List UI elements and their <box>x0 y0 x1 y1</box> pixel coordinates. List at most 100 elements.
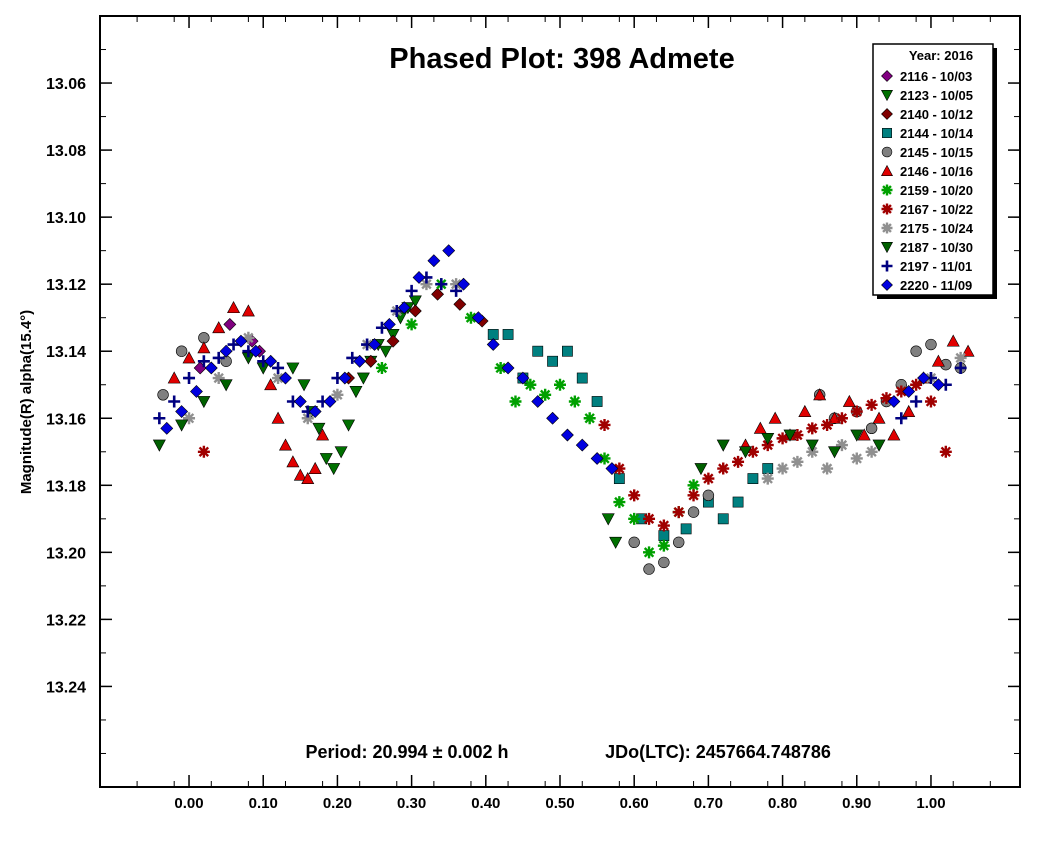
data-point <box>961 344 975 357</box>
data-point <box>509 395 522 408</box>
data-point <box>242 331 255 344</box>
data-point <box>272 372 285 385</box>
y-tick-label: 13.22 <box>46 612 86 629</box>
data-point <box>175 345 188 357</box>
legend-label: 2197 - 11/01 <box>900 259 972 274</box>
legend-marker <box>881 279 893 291</box>
data-point <box>286 455 300 468</box>
x-tick-label: 0.10 <box>249 795 278 812</box>
data-point <box>887 395 901 408</box>
data-point <box>687 506 700 518</box>
data-point <box>857 428 871 441</box>
data-point <box>501 361 515 375</box>
data-point <box>583 412 596 425</box>
data-point <box>821 418 834 431</box>
data-point <box>872 439 886 452</box>
data-point <box>850 429 864 442</box>
data-point <box>197 341 211 354</box>
data-point <box>293 395 307 408</box>
data-point <box>575 438 589 452</box>
data-point <box>390 304 403 317</box>
data-point <box>368 338 381 351</box>
data-point <box>798 404 812 417</box>
data-point <box>910 395 923 408</box>
data-point <box>842 394 856 407</box>
data-point <box>157 389 169 401</box>
data-point <box>342 419 356 432</box>
data-point <box>167 371 181 384</box>
data-point <box>272 361 285 374</box>
data-point <box>601 513 615 526</box>
data-point <box>598 418 611 431</box>
data-point <box>902 404 916 417</box>
data-point <box>821 462 834 475</box>
y-tick-label: 13.18 <box>46 478 86 495</box>
data-point <box>746 445 759 458</box>
data-point <box>591 396 603 407</box>
data-point <box>435 278 448 291</box>
data-point <box>887 428 901 441</box>
data-point <box>420 278 433 291</box>
legend-marker <box>880 90 894 102</box>
data-point <box>487 329 499 340</box>
legend-marker <box>881 184 893 196</box>
x-tick-label: 0.90 <box>842 795 871 812</box>
legend-marker <box>882 128 892 138</box>
data-point <box>471 311 485 325</box>
data-point <box>954 361 967 374</box>
legend-box <box>872 43 994 296</box>
data-point <box>338 371 352 385</box>
data-point <box>168 395 181 408</box>
data-point <box>308 405 322 418</box>
data-point <box>204 361 218 375</box>
data-point <box>271 411 285 424</box>
data-point <box>598 452 611 465</box>
legend-marker <box>881 70 893 82</box>
data-point <box>613 496 626 509</box>
data-point <box>865 445 878 458</box>
data-point <box>152 439 166 452</box>
data-point <box>673 536 685 548</box>
data-point <box>835 412 848 425</box>
data-point <box>910 378 923 391</box>
data-point <box>865 422 878 435</box>
legend-label: 2167 - 10/22 <box>900 202 973 217</box>
data-point <box>717 513 729 525</box>
legend-marker <box>881 108 893 120</box>
data-point <box>293 468 307 481</box>
data-point <box>331 388 344 401</box>
data-point <box>954 351 967 364</box>
data-point <box>872 411 886 424</box>
data-point <box>223 317 237 331</box>
data-point <box>762 463 774 474</box>
x-tick-label: 0.40 <box>471 795 500 812</box>
data-point <box>316 428 330 441</box>
data-point <box>791 429 804 442</box>
data-point <box>431 287 445 301</box>
data-point <box>880 392 893 405</box>
y-tick-label: 13.20 <box>46 545 86 562</box>
data-point <box>197 396 211 409</box>
data-point <box>279 371 292 385</box>
data-point <box>850 405 863 418</box>
legend-label: 2220 - 11/09 <box>900 278 972 293</box>
data-point <box>153 412 166 425</box>
data-point <box>576 372 588 384</box>
x-axis: 0.00 0.10 0.20 0.30 0.40 0.50 0.60 0.70 0.80 0.90… <box>136 16 991 812</box>
data-point <box>776 432 789 445</box>
data-points <box>152 244 975 575</box>
data-point <box>457 277 470 291</box>
y-tick-label: 13.14 <box>46 344 86 361</box>
data-point <box>353 354 367 368</box>
data-point <box>160 421 174 435</box>
legend-label: 2123 - 10/05 <box>900 88 973 103</box>
data-point <box>546 411 560 425</box>
y-tick-label: 13.12 <box>46 277 86 294</box>
data-point <box>464 311 477 324</box>
data-point <box>524 378 537 391</box>
x-tick-label: 0.70 <box>694 795 723 812</box>
data-point <box>364 354 378 368</box>
data-point <box>783 429 797 442</box>
data-point <box>776 462 789 475</box>
period-annotation: Period: 20.994 ± 0.002 h <box>306 742 509 762</box>
